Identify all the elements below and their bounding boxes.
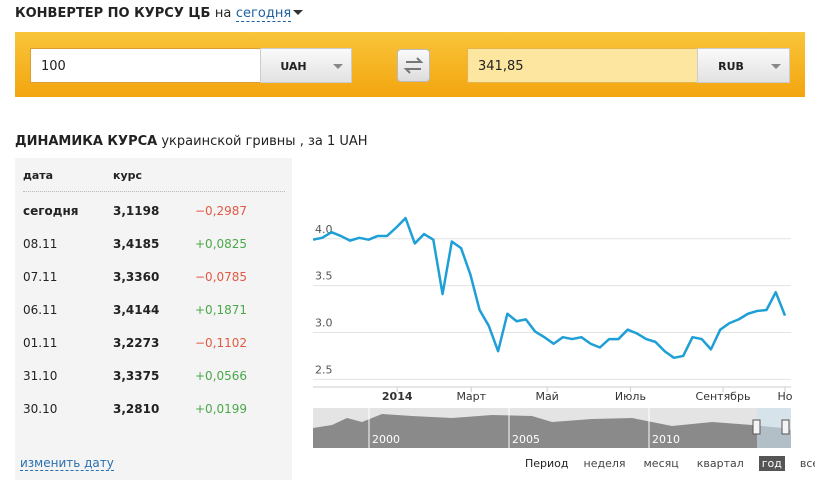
period-option[interactable]: месяц: [643, 457, 679, 470]
table-cell: 30.10: [23, 402, 58, 416]
table-cell: 3,4185: [113, 237, 160, 251]
table-cell: +0,1871: [195, 303, 248, 317]
navigator-area: [313, 414, 791, 448]
y-tick-label: 2.5: [315, 363, 333, 376]
period-option[interactable]: неделя: [583, 457, 626, 470]
period-option[interactable]: квартал: [696, 457, 744, 470]
x-tick-label: Сентябрь: [696, 390, 751, 403]
table-cell: 3,4144: [113, 303, 160, 317]
x-tick-label: Июль: [615, 390, 646, 403]
x-tick-label: Март: [456, 390, 486, 403]
dynamics-subtitle: украинской гривны , за 1 UAH: [161, 134, 368, 149]
amount-input[interactable]: 100: [30, 48, 261, 83]
table-cell: 31.10: [23, 369, 58, 383]
table-cell: сегодня: [23, 204, 79, 218]
header-rule: [23, 191, 285, 192]
swap-icon: [403, 57, 424, 74]
navigator-handle[interactable]: [752, 419, 761, 435]
x-tick-label: Но: [777, 390, 792, 403]
table-cell: 07.11: [23, 270, 58, 284]
table-cell: 3,3375: [113, 369, 160, 383]
period-bar: Период неделя месяц квартал год все: [525, 456, 815, 471]
table-cell: −0,1102: [195, 336, 248, 350]
title-text: КОНВЕРТЕР ПО КУРСУ ЦБ: [15, 6, 211, 21]
table-cell: 3,2810: [113, 402, 160, 416]
table-header: дата: [23, 169, 54, 182]
table-cell: +0,0566: [195, 369, 248, 383]
chart: 2.5 3.0 3.5 4.0 2014 Март Май Июль Сентябрь Но 200…: [305, 160, 805, 452]
caret: [293, 10, 304, 20]
period-option[interactable]: год: [758, 456, 785, 471]
navigator-label: 2000: [372, 433, 400, 446]
x-tick-label: 2014: [382, 390, 413, 403]
navigator-handle[interactable]: [781, 419, 790, 435]
change-date-link[interactable]: изменить дату: [20, 456, 114, 471]
navigator-label: 2005: [512, 433, 540, 446]
table-cell: 08.11: [23, 237, 58, 251]
on-text: на: [214, 6, 232, 21]
table-cell: 3,1198: [113, 204, 160, 218]
converter-title: КОНВЕРТЕР ПО КУРСУ ЦБ на сегодня: [15, 6, 304, 22]
table-panel: [15, 158, 292, 480]
y-tick-label: 3.5: [315, 270, 333, 283]
table-cell: −0,0785: [195, 270, 248, 284]
y-tick-label: 4.0: [315, 223, 333, 236]
table-cell: 3,3360: [113, 270, 160, 284]
dynamics-heading: ДИНАМИКА КУРСА: [15, 134, 158, 149]
table-cell: +0,0825: [195, 237, 248, 251]
table-cell: +0,0199: [195, 402, 248, 416]
table-header: курс: [113, 169, 143, 182]
y-tick-label: 3.0: [315, 317, 333, 330]
from-currency[interactable]: UAH: [260, 48, 352, 83]
x-tick-label: Май: [535, 390, 558, 403]
period-label: Период: [525, 457, 569, 470]
date-select[interactable]: сегодня: [235, 6, 292, 22]
rate-line: [313, 216, 787, 360]
dynamics-title: ДИНАМИКА КУРСА украинской гривны , за 1 …: [15, 134, 368, 149]
table-cell: −0,2987: [195, 204, 248, 218]
period-option[interactable]: все: [799, 457, 815, 470]
table-cell: 06.11: [23, 303, 58, 317]
navigator-label: 2010: [652, 433, 680, 446]
result-field: 341,85: [467, 48, 698, 83]
to-currency[interactable]: RUB: [697, 48, 790, 83]
swap-button[interactable]: [397, 49, 430, 82]
table-cell: 01.11: [23, 336, 58, 350]
chart-bg: [305, 160, 805, 452]
table-cell: 3,2273: [113, 336, 160, 350]
